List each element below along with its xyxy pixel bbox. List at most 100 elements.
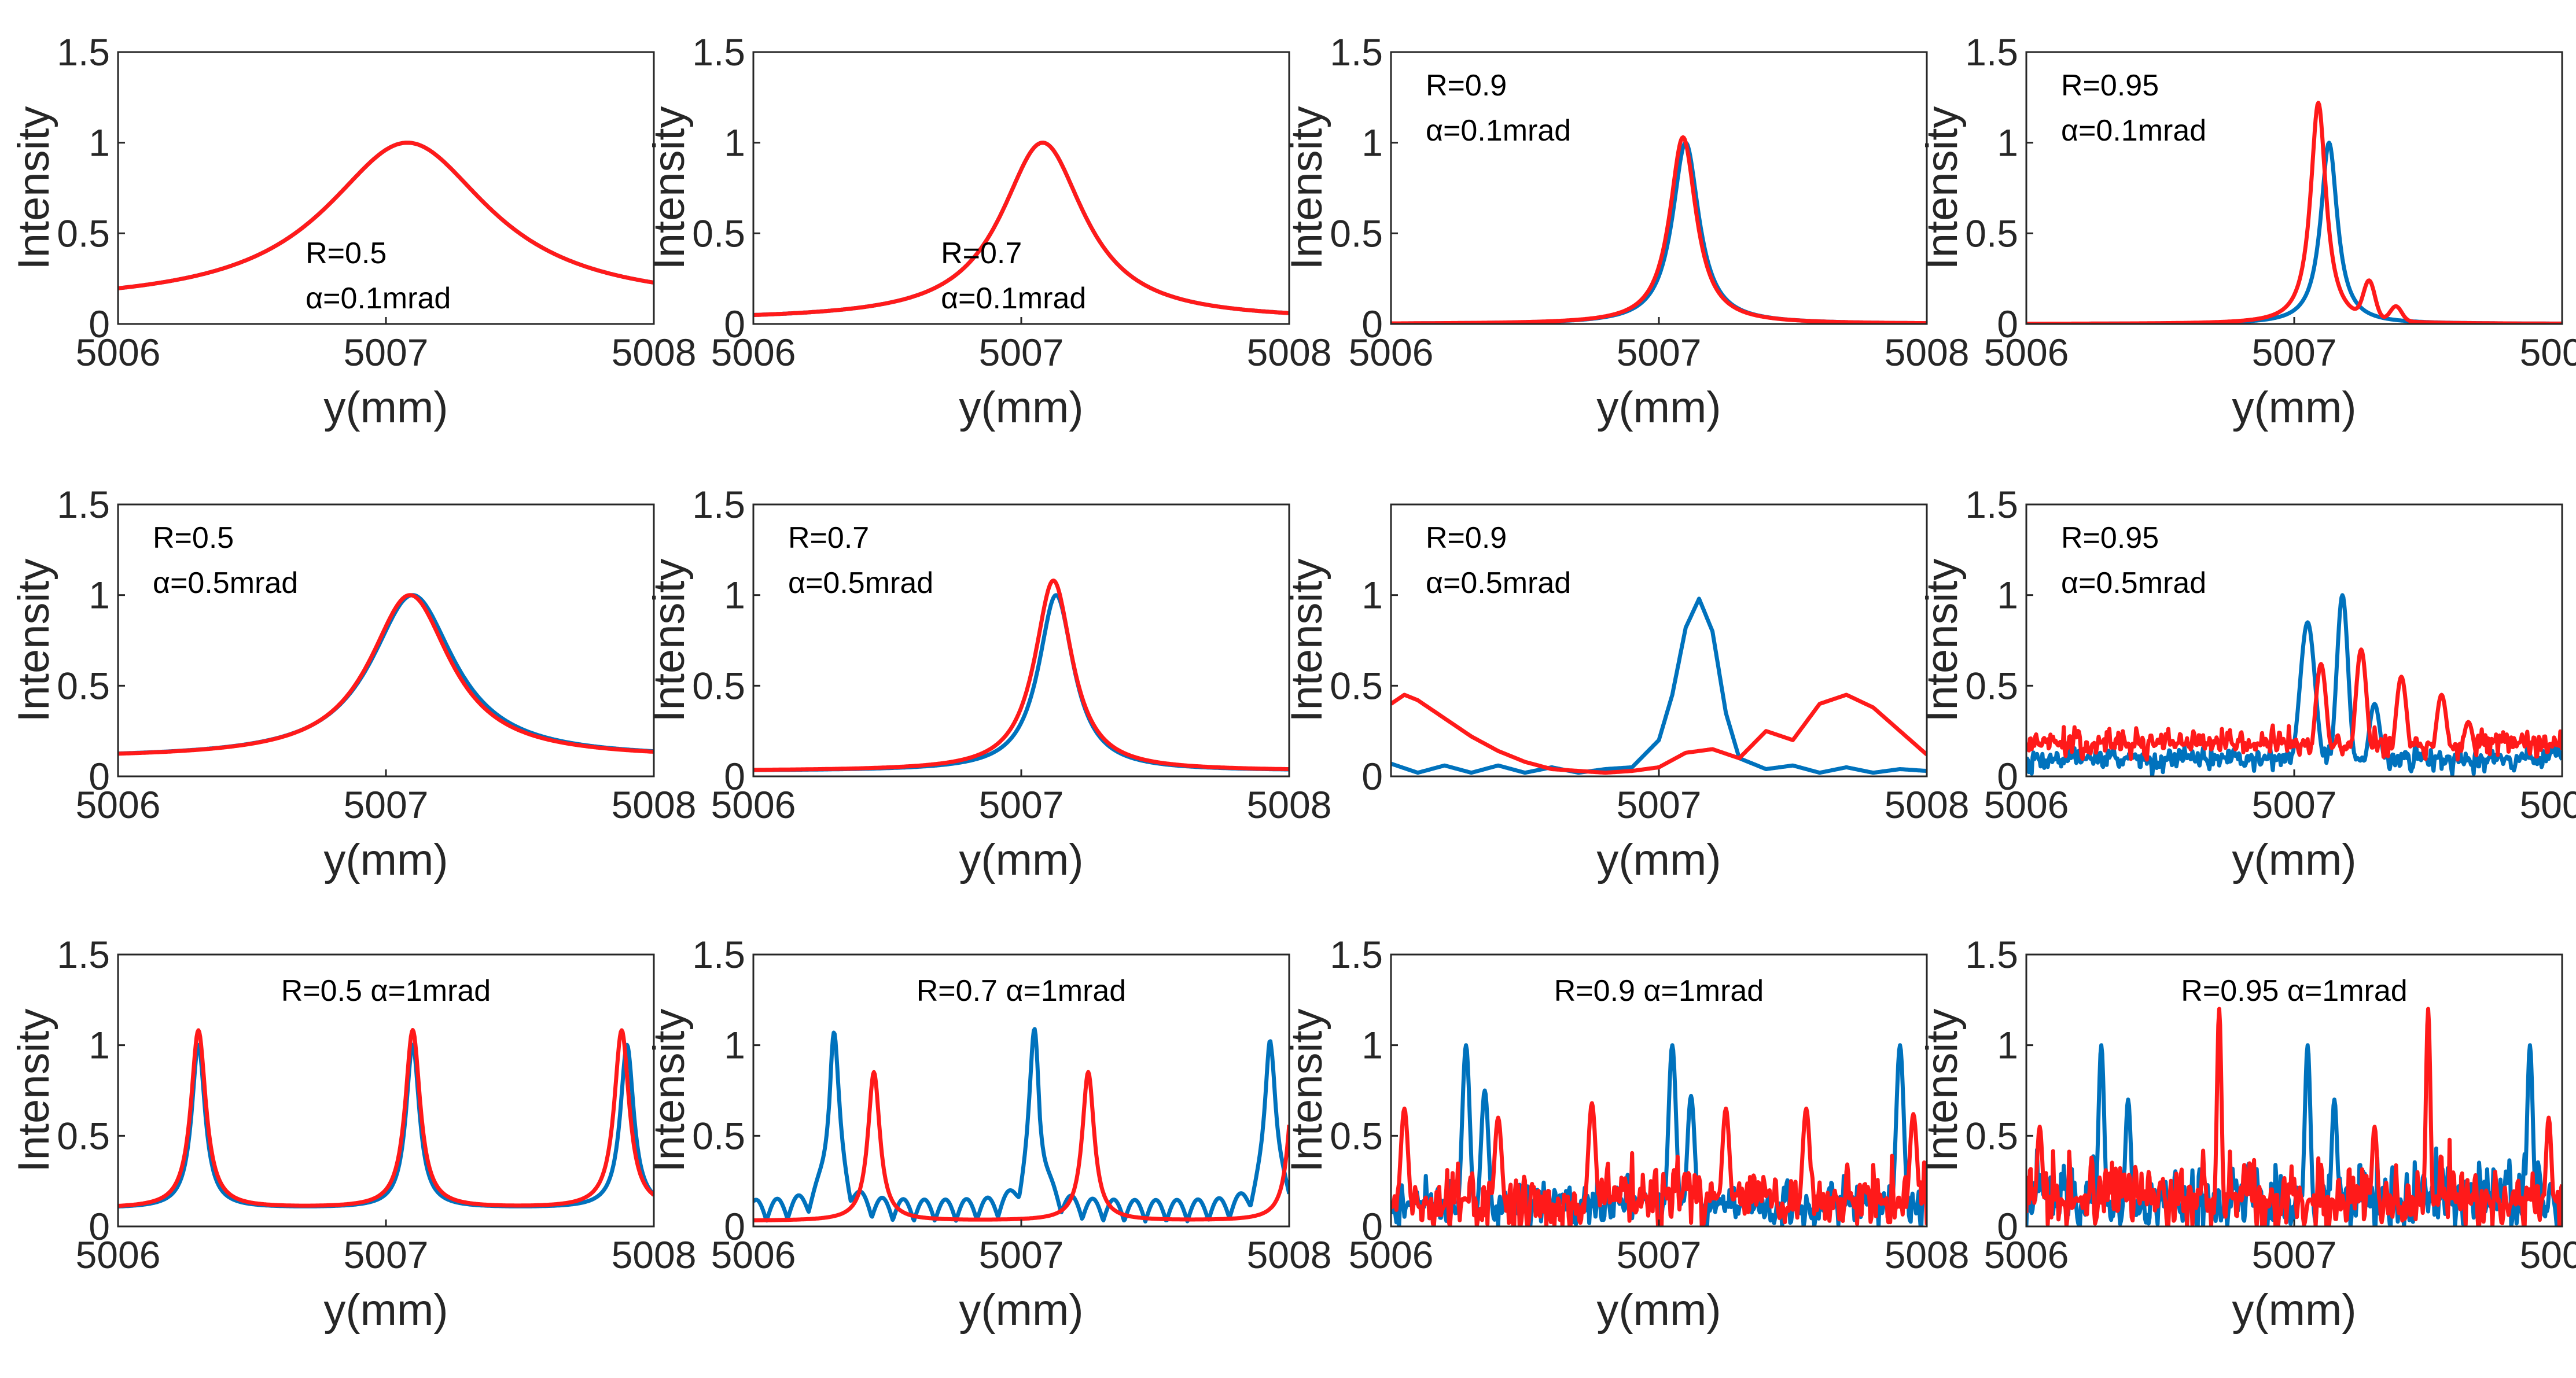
x-tick-label: 5006 bbox=[1984, 783, 2069, 826]
annotation-label: α=0.1mrad bbox=[1426, 114, 1571, 148]
y-tick-label: 0 bbox=[1997, 755, 2018, 798]
y-tick-label: 1.5 bbox=[1965, 483, 2018, 526]
x-tick-label: 5007 bbox=[979, 783, 1064, 826]
y-tick-label: 0.5 bbox=[1330, 1114, 1383, 1157]
x-tick-label: 5007 bbox=[344, 1233, 429, 1276]
y-tick-label: 0.5 bbox=[1965, 664, 2018, 707]
annotation-label: R=0.95 α=1mrad bbox=[2181, 974, 2407, 1008]
subplot-3: 5006 5007 5008 0 0.5 1 1.5 y(mm) Intensity R=0.9 α… bbox=[1282, 31, 1969, 432]
x-tick-label: 5006 bbox=[1984, 1233, 2069, 1276]
x-tick-label: 5007 bbox=[344, 783, 429, 826]
annotation-label: α=0.5mrad bbox=[1426, 566, 1571, 600]
annotation-label: α=0.1mrad bbox=[306, 282, 451, 315]
subplot-11: 5006 5007 5008 0 0.5 1 1.5 y(mm) Intensity R=0.9 … bbox=[1282, 933, 1969, 1335]
x-axis-label: y(mm) bbox=[959, 835, 1083, 885]
y-tick-label: 0.5 bbox=[692, 1114, 745, 1157]
x-tick-label: 5007 bbox=[2252, 331, 2337, 374]
annotation-label: α=0.1mrad bbox=[2061, 114, 2206, 148]
y-tick-label: 0 bbox=[89, 755, 110, 798]
annotation-label: R=0.95 bbox=[2061, 69, 2159, 102]
y-axis-label: Intensity bbox=[1282, 558, 1331, 722]
x-axis-label: y(mm) bbox=[1596, 835, 1721, 885]
y-tick-label: 0 bbox=[89, 303, 110, 345]
y-tick-label: 1 bbox=[89, 121, 110, 164]
series-line-red bbox=[753, 141, 1289, 317]
y-tick-label: 0.5 bbox=[1330, 212, 1383, 255]
y-tick-label: 1 bbox=[1361, 574, 1383, 617]
annotation-label: R=0.9 bbox=[1426, 521, 1507, 555]
y-tick-label: 0.5 bbox=[57, 212, 110, 255]
subplot-5: 5006 5007 5008 0 0.5 1 1.5 y(mm) Intensity R=0.5 α… bbox=[9, 483, 696, 885]
x-tick-label: 5008 bbox=[1885, 331, 1970, 374]
series-line-red bbox=[1391, 135, 1927, 324]
x-tick-label: 5006 bbox=[1349, 331, 1434, 374]
x-tick-label: 5008 bbox=[1247, 331, 1332, 374]
annotation-label: R=0.9 bbox=[1426, 69, 1507, 102]
y-tick-label: 1 bbox=[724, 574, 745, 617]
x-tick-label: 5007 bbox=[2252, 1233, 2337, 1276]
annotation-label: R=0.5 α=1mrad bbox=[281, 974, 491, 1008]
y-tick-label: 1 bbox=[724, 1024, 745, 1067]
x-tick-label: 5006 bbox=[76, 331, 161, 374]
y-tick-label: 0 bbox=[1997, 1205, 2018, 1248]
x-tick-label: 5007 bbox=[2252, 783, 2337, 826]
x-axis-label: y(mm) bbox=[2232, 383, 2356, 432]
annotation-label: R=0.95 bbox=[2061, 521, 2159, 555]
x-axis-label: y(mm) bbox=[323, 1285, 448, 1335]
x-tick-label: 5006 bbox=[76, 783, 161, 826]
y-tick-label: 0.5 bbox=[692, 664, 745, 707]
x-axis-label: y(mm) bbox=[1596, 1285, 1721, 1335]
y-axis-label: Intensity bbox=[1918, 558, 1967, 722]
y-tick-label: 0 bbox=[724, 303, 745, 345]
annotation-label: R=0.5 bbox=[306, 237, 387, 270]
series-line-blue bbox=[118, 1042, 654, 1208]
series-line-red bbox=[2026, 1007, 2562, 1226]
y-tick-label: 1.5 bbox=[692, 31, 745, 73]
y-tick-label: 0.5 bbox=[1965, 212, 2018, 255]
y-tick-label: 0 bbox=[1361, 755, 1383, 798]
x-tick-label: 5007 bbox=[979, 331, 1064, 374]
y-axis-label: Intensity bbox=[1918, 1008, 1967, 1172]
x-tick-label: 5008 bbox=[1885, 783, 1970, 826]
subplot-2: 5006 5007 5008 0 0.5 1 1.5 y(mm) Intensity R=0.7 α… bbox=[645, 31, 1331, 432]
y-axis-label: Intensity bbox=[1282, 1008, 1331, 1172]
series-line-red bbox=[1391, 692, 1927, 775]
annotation-label: R=0.9 α=1mrad bbox=[1554, 974, 1764, 1008]
x-tick-label: 5007 bbox=[1617, 783, 1702, 826]
y-axis-label: Intensity bbox=[9, 106, 58, 270]
x-axis-label: y(mm) bbox=[323, 383, 448, 432]
y-tick-label: 1 bbox=[1361, 1024, 1383, 1067]
y-tick-label: 0 bbox=[1361, 303, 1383, 345]
y-tick-label: 1.5 bbox=[57, 933, 110, 976]
annotation-label: α=0.5mrad bbox=[2061, 566, 2206, 600]
y-axis-label: Intensity bbox=[1918, 106, 1967, 270]
series-line-blue bbox=[753, 1027, 1289, 1224]
y-tick-label: 1 bbox=[1997, 121, 2018, 164]
x-tick-label: 5008 bbox=[1247, 1233, 1332, 1276]
series-line-red bbox=[1391, 1101, 1927, 1226]
annotation-label: R=0.7 bbox=[941, 237, 1022, 270]
subplot-4: 5006 5007 5008 0 0.5 1 1.5 y(mm) Intensity R=0.95… bbox=[1918, 31, 2576, 432]
x-tick-label: 5008 bbox=[1247, 783, 1332, 826]
x-axis-label: y(mm) bbox=[2232, 835, 2356, 885]
y-tick-label: 1 bbox=[1361, 121, 1383, 164]
subplot-7: 5007 5008 0 0.5 1 y(mm) Intensity R=0.9 α=0.5mra… bbox=[1282, 503, 1970, 885]
x-axis-label: y(mm) bbox=[959, 383, 1083, 432]
subplot-6: 5006 5007 5008 0 0.5 1 1.5 y(mm) Intensity R=0.7 α… bbox=[645, 483, 1331, 885]
y-tick-label: 0.5 bbox=[57, 1114, 110, 1157]
y-tick-label: 1.5 bbox=[692, 933, 745, 976]
subplot-8: 5006 5007 5008 0 0.5 1 1.5 y(mm) Intensity R=0.95… bbox=[1918, 483, 2576, 885]
x-tick-label: 5008 bbox=[2520, 1233, 2576, 1276]
annotation-label: R=0.7 α=1mrad bbox=[917, 974, 1126, 1008]
y-tick-label: 0 bbox=[724, 1205, 745, 1248]
series-line-blue bbox=[753, 593, 1289, 772]
x-tick-label: 5007 bbox=[1617, 331, 1702, 374]
x-tick-label: 5006 bbox=[1349, 1233, 1434, 1276]
series-line-blue bbox=[118, 593, 654, 756]
annotation-label: R=0.7 bbox=[788, 521, 869, 555]
x-tick-label: 5006 bbox=[1984, 331, 2069, 374]
x-tick-label: 5008 bbox=[2520, 331, 2576, 374]
annotation-label: R=0.5 bbox=[153, 521, 234, 555]
y-tick-label: 0.5 bbox=[57, 664, 110, 707]
